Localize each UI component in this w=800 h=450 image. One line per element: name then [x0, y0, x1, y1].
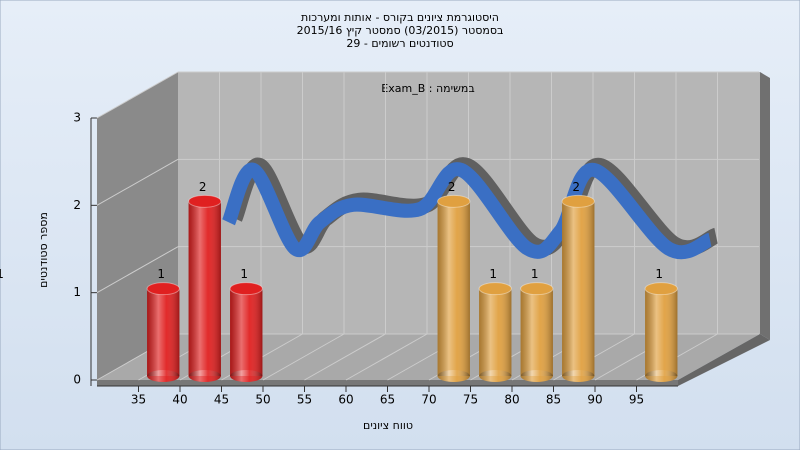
grid-line: [96, 71, 179, 119]
data-label: 2: [572, 180, 580, 194]
y-axis-label: מספר סטודנטים: [37, 212, 50, 288]
bar: [437, 194, 471, 382]
bar-shade: [520, 288, 553, 376]
bar-shade: [188, 201, 221, 376]
bar-top: [437, 194, 471, 208]
bar-top: [561, 194, 595, 208]
grid-line: [262, 333, 345, 381]
bar-shade: [230, 288, 263, 376]
x-tick-label: 65: [380, 393, 395, 407]
floor-edge: [678, 334, 770, 386]
bar-top: [146, 282, 180, 296]
bar-shade: [479, 288, 512, 376]
y-tick-label: 1: [73, 285, 81, 299]
x-tick-label: 70: [421, 393, 436, 407]
data-label: 1: [655, 267, 663, 281]
data-label: 1: [531, 267, 539, 281]
annotation: במשימה : Exam_B: [381, 82, 474, 95]
bar-top: [229, 282, 263, 296]
grid-line: [304, 333, 386, 381]
data-label: 2: [199, 180, 207, 194]
x-tick-label: 45: [214, 393, 229, 407]
x-tick-label: 40: [172, 393, 187, 407]
floor-edge: [97, 380, 678, 386]
grid-line: [345, 333, 428, 381]
title-line: סטודנטים רשומים - 29: [346, 37, 453, 50]
grid-line: [96, 246, 179, 294]
bar-bottom-shade: [479, 370, 512, 382]
bar-top: [520, 282, 554, 296]
bar: [188, 194, 222, 382]
bar: [229, 282, 263, 382]
grid-line: [96, 158, 179, 206]
y-tick-label: 3: [73, 111, 81, 125]
bar-top: [644, 282, 678, 296]
bar-bottom-shade: [147, 370, 180, 382]
bar-bottom-shade: [437, 370, 470, 382]
bar-shade: [147, 288, 180, 376]
wall-edge: [760, 72, 770, 340]
bar: [561, 194, 595, 382]
bar: [478, 282, 512, 382]
x-axis-label: טווח ציונים: [363, 419, 413, 432]
data-label: 1: [489, 267, 497, 281]
bar: [520, 282, 554, 382]
title-line: היסטוגרמת ציונים בקורס - אותות ומערכות: [301, 11, 499, 24]
data-label: 1: [0, 267, 4, 281]
bar: [146, 282, 180, 382]
plot: 0 1 2 3 35 40 45 50 55 60 65 70 75 80 85 90 95 1 2 1 2 1 1 2 1 1: [0, 71, 759, 407]
title-line: בסמסטר (03/2015) סמסטר קיץ 2015/16: [297, 24, 504, 37]
ribbon: [222, 162, 713, 260]
x-tick-label: 55: [297, 393, 312, 407]
bar: [644, 282, 678, 382]
bar-bottom-shade: [645, 370, 678, 382]
data-label: 1: [157, 267, 165, 281]
bar-shade: [562, 201, 595, 376]
bar-top: [478, 282, 512, 296]
bar-top: [188, 194, 222, 208]
data-label: 2: [448, 180, 456, 194]
bar-bottom-shade: [562, 370, 595, 382]
bar-bottom-shade: [188, 370, 221, 382]
y-tick-label: 0: [73, 373, 81, 387]
data-label: 1: [240, 267, 248, 281]
x-tick-label: 60: [338, 393, 353, 407]
bar-bottom-shade: [520, 370, 553, 382]
x-tick-label: 95: [629, 393, 644, 407]
bar-shade: [645, 288, 678, 376]
bar-bottom-shade: [230, 370, 263, 382]
x-tick-label: 85: [546, 393, 561, 407]
x-tick-label: 50: [255, 393, 270, 407]
title: היסטוגרמת ציונים בקורס - אותות ומערכות ב…: [297, 11, 504, 50]
x-tick-label: 75: [463, 393, 478, 407]
y-tick-label: 2: [73, 198, 81, 212]
bar-shade: [437, 201, 470, 376]
x-tick-label: 80: [504, 393, 519, 407]
x-tick-label: 90: [587, 393, 602, 407]
x-tick-label: 35: [131, 393, 146, 407]
